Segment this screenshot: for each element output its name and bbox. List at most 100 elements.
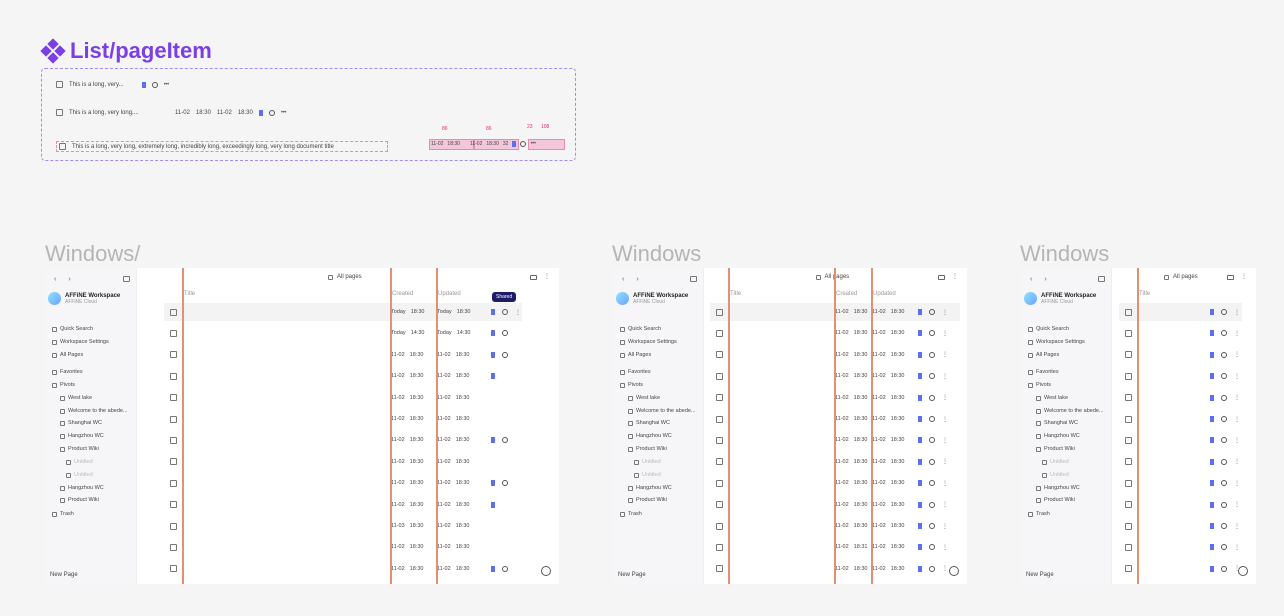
favorite-icon[interactable] [491, 309, 495, 315]
more-icon[interactable]: ⋮ [942, 480, 948, 487]
more-icon[interactable]: ⋮ [942, 502, 948, 509]
sidebar-tree-item[interactable]: Untitled [634, 472, 661, 478]
more-icon[interactable]: ⋮ [1234, 330, 1240, 337]
sidebar-tree-item[interactable]: Hangzhou WC [60, 433, 104, 439]
share-icon[interactable] [929, 416, 935, 422]
favorite-icon[interactable] [491, 501, 495, 508]
favorite-icon[interactable] [512, 141, 517, 147]
favorite-icon[interactable] [918, 565, 922, 572]
sidebar-toggle-icon[interactable] [123, 276, 130, 282]
more-icon[interactable]: ⋮ [1234, 309, 1240, 316]
new-page-button[interactable]: New Page [50, 572, 78, 578]
share-icon[interactable] [929, 373, 935, 380]
table-row[interactable] [716, 542, 822, 552]
table-row[interactable] [170, 350, 339, 360]
share-icon[interactable] [1221, 394, 1227, 401]
favorite-icon[interactable] [258, 109, 263, 116]
share-icon[interactable] [1221, 437, 1227, 444]
variant-row-large[interactable]: This is a long, very long, extremely lon… [56, 141, 388, 152]
table-row[interactable] [170, 478, 339, 488]
table-row[interactable] [716, 564, 822, 574]
sidebar-item-favorites[interactable]: Favorites [1028, 369, 1059, 375]
table-row[interactable] [1125, 393, 1202, 403]
sidebar-tree-item[interactable]: West lake [628, 395, 660, 401]
more-icon[interactable]: ⋮ [942, 395, 948, 402]
more-icon[interactable]: ⋮ [1234, 395, 1240, 402]
more-icon[interactable]: ⋮ [515, 309, 521, 316]
table-row[interactable] [1125, 435, 1202, 445]
table-row[interactable] [1125, 350, 1202, 360]
favorite-icon[interactable] [1210, 501, 1214, 508]
table-row[interactable] [716, 350, 822, 360]
share-icon[interactable] [1221, 458, 1227, 465]
table-row[interactable] [170, 307, 339, 317]
table-row[interactable] [1125, 307, 1202, 317]
table-row[interactable] [1125, 542, 1202, 552]
sidebar-tree-item[interactable]: Hangzhou WC [1036, 433, 1080, 439]
table-row[interactable] [716, 478, 822, 488]
more-icon[interactable]: ⋮ [1234, 544, 1240, 551]
sidebar-item-all-pages[interactable]: All Pages [1028, 352, 1059, 358]
sidebar-tree-item[interactable]: Hangzhou WC [1036, 485, 1080, 491]
table-row[interactable] [170, 435, 339, 445]
more-icon[interactable]: ⋮ [1234, 480, 1240, 487]
share-icon[interactable] [502, 309, 508, 315]
more-icon[interactable]: ⋮ [942, 566, 948, 573]
favorite-icon[interactable] [918, 394, 922, 401]
favorite-icon[interactable] [1210, 351, 1214, 358]
sidebar-item-pivots[interactable]: Pivots [52, 382, 75, 388]
sidebar-item-trash[interactable]: Trash [52, 511, 74, 517]
share-icon[interactable] [929, 394, 935, 401]
table-row[interactable] [1125, 457, 1202, 467]
more-icon[interactable]: ⋮ [942, 544, 948, 551]
sidebar-item-quick-search[interactable]: Quick Search [52, 326, 93, 332]
sidebar-item-favorites[interactable]: Favorites [620, 369, 651, 375]
table-row[interactable] [1125, 564, 1202, 574]
favorite-icon[interactable] [491, 437, 495, 444]
sidebar-item-quick-search[interactable]: Quick Search [620, 326, 661, 332]
sidebar-tree-item[interactable]: Hangzhou WC [60, 485, 104, 491]
sidebar-item-all-pages[interactable]: All Pages [52, 352, 83, 358]
sidebar-tree-item[interactable]: Welcome to the abede... [628, 408, 696, 414]
favorite-icon[interactable] [1210, 416, 1214, 422]
table-row[interactable] [170, 521, 339, 531]
favorite-icon[interactable] [1210, 437, 1214, 444]
sidebar-item-workspace-settings[interactable]: Workspace Settings [620, 339, 677, 345]
sidebar-tree-item[interactable]: Untitled [1042, 459, 1069, 465]
share-icon[interactable] [502, 437, 508, 444]
favorite-icon[interactable] [491, 373, 495, 380]
sidebar-item-quick-search[interactable]: Quick Search [1028, 326, 1069, 332]
favorite-icon[interactable] [1210, 544, 1214, 551]
sidebar-toggle-icon[interactable] [690, 276, 697, 282]
more-icon[interactable]: ⋮ [942, 330, 948, 337]
table-row[interactable] [170, 457, 339, 467]
favorite-icon[interactable] [1210, 458, 1214, 465]
table-row[interactable] [1125, 371, 1202, 381]
sidebar-tree-item[interactable]: Untitled [1042, 472, 1069, 478]
sidebar-tree-item[interactable]: West lake [1036, 395, 1068, 401]
more-icon[interactable]: ⋮ [942, 352, 948, 359]
favorite-icon[interactable] [1210, 330, 1214, 337]
favorite-icon[interactable] [918, 351, 922, 358]
forward-arrow-icon[interactable]: › [636, 276, 639, 283]
share-icon[interactable] [1221, 565, 1227, 572]
share-icon[interactable] [929, 565, 935, 572]
sidebar-item-trash[interactable]: Trash [620, 511, 642, 517]
sidebar-tree-item[interactable]: Product Wiki [1036, 497, 1075, 503]
favorite-icon[interactable] [491, 480, 495, 487]
share-icon[interactable] [1221, 330, 1227, 337]
display-icon[interactable] [1227, 275, 1234, 280]
display-icon[interactable] [938, 275, 945, 280]
share-icon[interactable] [502, 565, 508, 572]
favorite-icon[interactable] [1210, 480, 1214, 487]
favorite-icon[interactable] [1210, 394, 1214, 401]
share-icon[interactable] [929, 480, 935, 487]
sidebar-tree-item[interactable]: Product Wiki [628, 497, 667, 503]
more-menu-icon[interactable]: ⋮ [952, 274, 958, 280]
more-icon[interactable]: ⋮ [1234, 373, 1240, 380]
sidebar-item-trash[interactable]: Trash [1028, 511, 1050, 517]
favorite-icon[interactable] [918, 523, 922, 529]
share-icon[interactable] [929, 351, 935, 358]
more-icon[interactable]: ⋮ [942, 309, 948, 316]
back-arrow-icon[interactable]: ‹ [54, 276, 57, 283]
